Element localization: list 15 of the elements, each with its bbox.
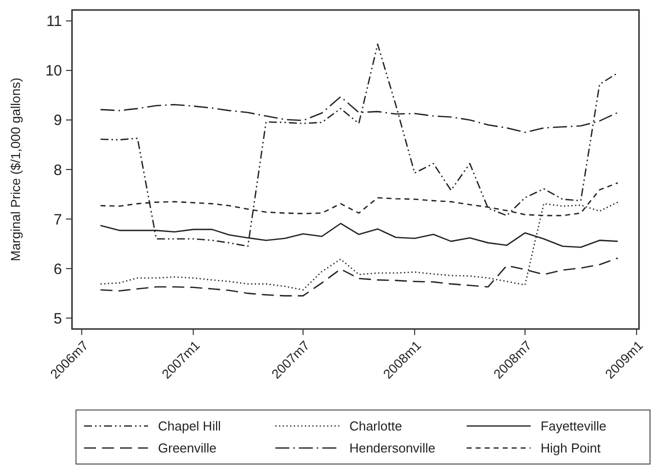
legend-label: Hendersonville [349,440,436,456]
y-tick-label: 5 [54,310,62,328]
legend-label: Greenville [158,440,217,456]
legend-label: Fayetteville [540,418,606,434]
y-tick-label: 8 [54,162,62,179]
y-tick-label: 10 [45,62,62,80]
y-tick-label: 9 [54,112,62,130]
y-axis-title: Marginal Price ($/1,000 gallons) [8,78,23,262]
y-tick-label: 6 [54,260,62,278]
legend-label: High Point [540,440,602,456]
line-series [100,44,618,247]
y-tick-label: 7 [54,211,62,228]
legend-label: Chapel Hill [158,418,221,434]
legend-label: Charlotte [349,418,402,434]
y-tick-label: 11 [46,13,62,30]
